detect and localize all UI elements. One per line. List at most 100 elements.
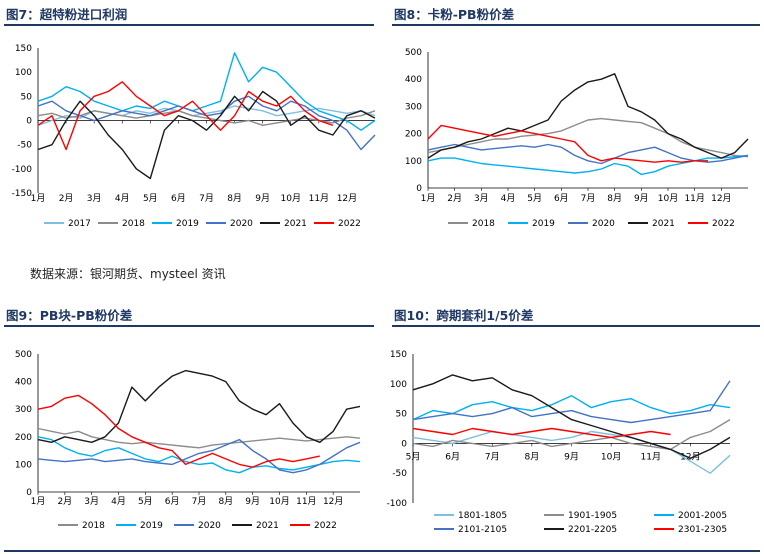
- y-tick-label: 200: [15, 433, 32, 443]
- series-line-1901-1905: [412, 419, 731, 451]
- legend-label: 2018: [82, 521, 105, 531]
- series-line-2018: [37, 427, 361, 449]
- x-tick-label: 2月: [59, 193, 74, 204]
- x-tick-label: 2月: [57, 496, 72, 507]
- y-tick-label: 0: [26, 117, 32, 127]
- title-rule: [4, 325, 374, 327]
- legend-label: 2021: [652, 219, 675, 229]
- x-tick-label: 8月: [218, 496, 233, 507]
- legend-label: 2018: [472, 219, 495, 229]
- series-line-2101-2105: [412, 380, 731, 424]
- x-tick-label: 12月: [680, 451, 700, 462]
- legend-label: 1801-1805: [458, 511, 507, 521]
- chart-title: 图8：卡粉-PB粉价差: [394, 7, 515, 22]
- series-line-2022: [37, 394, 320, 468]
- y-tick-label: -50: [392, 469, 407, 479]
- legend-label: 2020: [592, 219, 615, 229]
- series-line-2018: [427, 117, 749, 158]
- chart-title: 图7：超特粉进口利润: [6, 7, 128, 22]
- x-tick-label: 9月: [245, 496, 260, 507]
- x-tick-label: 7月: [581, 193, 596, 204]
- y-tick-label: 300: [15, 405, 32, 415]
- data-source-note: 数据来源：银河期货、mysteel 资讯: [30, 267, 226, 281]
- x-tick-label: 12月: [323, 496, 343, 507]
- y-tick-label: 500: [405, 48, 422, 58]
- x-tick-label: 2月: [447, 193, 462, 204]
- legend-label: 2021: [256, 521, 279, 531]
- series-line-2301-2305: [412, 427, 671, 439]
- x-tick-label: 8月: [525, 451, 540, 462]
- chart-title: 图10：跨期套利1/5价差: [394, 308, 534, 323]
- title-rule: [392, 24, 760, 26]
- y-tick-label: 100: [390, 380, 407, 390]
- x-tick-label: 10月: [658, 193, 678, 204]
- x-tick-label: 10月: [269, 496, 289, 507]
- x-tick-label: 9月: [564, 451, 579, 462]
- chart-fig8: 0 100 200 300 400 500 1月 2月 3月 4月 5月 6月 7月 8月 9月 10月 11月…: [405, 48, 749, 229]
- x-tick-label: 6月: [445, 451, 460, 462]
- x-tick-label: 5月: [138, 496, 153, 507]
- x-tick-label: 4月: [115, 193, 130, 204]
- legend-label: 2020: [230, 219, 253, 229]
- series-line-2021: [427, 73, 749, 159]
- x-tick-label: 8月: [227, 193, 242, 204]
- x-tick-label: 5月: [143, 193, 158, 204]
- x-tick-label: 3月: [474, 193, 489, 204]
- page-bottom-rule: [4, 550, 760, 552]
- x-tick-label: 3月: [87, 193, 102, 204]
- legend-label: 2020: [198, 521, 221, 531]
- chart-title: 图9：PB块-PB粉价差: [6, 308, 133, 323]
- legend-label: 2021: [284, 219, 307, 229]
- x-tick-label: 4月: [111, 496, 126, 507]
- x-tick-label: 1月: [31, 496, 46, 507]
- legend-label: 2022: [338, 219, 361, 229]
- legend-label: 2201-2205: [568, 525, 617, 535]
- x-tick-label: 9月: [634, 193, 649, 204]
- y-tick-label: 0: [26, 488, 32, 498]
- chart-fig10: -100 -50 0 50 100 150 5月 6月 7月 8月 9月 10月 11月 12月 1801-…: [387, 350, 731, 535]
- series-line-2201-2205: [412, 374, 731, 459]
- legend-label: 2001-2005: [678, 511, 727, 521]
- y-tick-label: -100: [12, 165, 33, 175]
- x-tick-label: 7月: [192, 496, 207, 507]
- title-rule: [4, 24, 374, 26]
- y-tick-label: 150: [15, 44, 32, 54]
- y-tick-label: 100: [15, 460, 32, 470]
- x-tick-label: 7月: [199, 193, 214, 204]
- x-tick-label: 7月: [485, 451, 500, 462]
- x-tick-label: 11月: [296, 496, 316, 507]
- legend-label: 2018: [122, 219, 145, 229]
- y-tick-label: 500: [15, 350, 32, 360]
- x-tick-label: 9月: [255, 193, 270, 204]
- y-tick-label: 100: [405, 157, 422, 167]
- x-tick-label: 10月: [601, 451, 621, 462]
- legend-label: 2101-2105: [458, 525, 507, 535]
- x-tick-label: 11月: [684, 193, 704, 204]
- x-tick-label: 6月: [171, 193, 186, 204]
- y-tick-label: 0: [401, 439, 407, 449]
- series-line-2020: [37, 438, 361, 474]
- legend-label: 2022: [712, 219, 735, 229]
- chart-fig7: -150 -100 -50 0 50 100 150 1月 2月 3月 4月 5月 6月 7月 8月 9月 10…: [12, 44, 376, 229]
- x-tick-label: 3月: [84, 496, 99, 507]
- y-tick-label: -100: [387, 499, 408, 509]
- x-tick-label: 6月: [165, 496, 180, 507]
- series-line-2022: [427, 124, 708, 163]
- series-line-2019: [427, 154, 749, 176]
- y-tick-label: 50: [21, 92, 33, 102]
- x-tick-label: 4月: [501, 193, 516, 204]
- legend-label: 2019: [532, 219, 555, 229]
- series-line-2022: [37, 81, 334, 151]
- y-tick-label: 400: [405, 75, 422, 85]
- series-line-2021: [37, 90, 376, 180]
- x-tick-label: 5月: [527, 193, 542, 204]
- x-tick-label: 6月: [554, 193, 569, 204]
- series-line-2021: [37, 369, 361, 443]
- y-tick-label: -50: [17, 141, 32, 151]
- legend-label: 2017: [68, 219, 91, 229]
- y-tick-label: 300: [405, 102, 422, 112]
- y-tick-label: 400: [15, 378, 32, 388]
- y-tick-label: 0: [416, 184, 422, 194]
- x-tick-label: 12月: [711, 193, 731, 204]
